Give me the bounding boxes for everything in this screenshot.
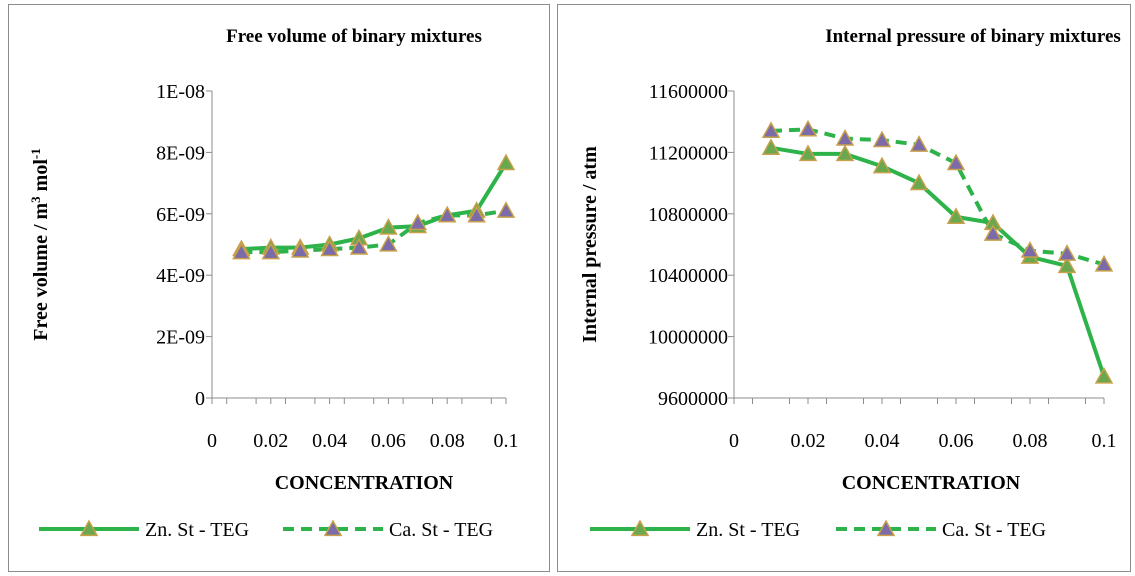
chart-title: Free volume of binary mixtures [226, 26, 482, 47]
y-tick-label: 11600000 [649, 81, 728, 103]
series-2-marker [261, 242, 281, 260]
series-line-1 [241, 162, 508, 252]
x-tick-label: 0.02 [253, 430, 288, 452]
series-1-marker [1057, 256, 1077, 274]
x-tick-label: 0.06 [371, 430, 406, 452]
series-2-marker [290, 241, 310, 258]
legend-marker-2 [323, 519, 343, 537]
y-tick-label: 0 [195, 388, 205, 410]
chart-panel-internal-pressure: Internal pressure of binary mixtures 9600… [557, 4, 1131, 572]
series-2-marker [761, 121, 781, 139]
series-1-marker [909, 173, 929, 191]
series-2-marker [467, 205, 486, 223]
series-2-marker [1094, 254, 1114, 272]
series-1-marker [946, 207, 966, 225]
series-line-2 [770, 127, 1105, 267]
chart-internal-pressure: Internal pressure of binary mixtures 9600… [579, 26, 1121, 541]
y-axis-label-sup1: 3 [28, 196, 43, 203]
series-2-marker [1020, 241, 1040, 258]
x-axis-label: CONCENTRATION [275, 472, 454, 494]
series-line-1 [770, 145, 1106, 378]
x-tick-label: 0 [729, 430, 739, 452]
legend-marker-1 [79, 519, 99, 537]
y-tick-label: 10800000 [648, 204, 728, 226]
legend-marker-1 [630, 519, 650, 537]
series-1-marker [872, 156, 892, 174]
x-tick-label: 0.04 [865, 430, 900, 452]
x-tick-label: 0.1 [494, 430, 519, 452]
x-tick-label: 0.06 [939, 430, 974, 452]
y-tick-label: 10400000 [648, 265, 728, 287]
legend-label-1: Zn. St - TEG [696, 519, 800, 541]
y-tick-label: 6E-09 [156, 204, 205, 226]
series-2-marker [983, 224, 1003, 241]
legend-label-2: Ca. St - TEG [389, 519, 493, 541]
series-2-marker [909, 135, 929, 152]
y-axis-label-base: Free volume / m [30, 202, 52, 340]
series-2-marker [437, 205, 457, 223]
series-2-marker [320, 239, 339, 257]
series-1-marker [835, 144, 855, 162]
x-tick-label: 0.02 [791, 430, 826, 452]
y-axis-label-sup2: -1 [28, 148, 43, 159]
x-tick-label: 0.04 [312, 430, 347, 452]
x-tick-label: 0 [207, 430, 217, 452]
series-line-2 [241, 208, 507, 255]
series-2-marker [798, 119, 818, 137]
chart-free-volume: Free volume of binary mixtures 0 2E-09 4E-0… [28, 26, 519, 541]
y-tick-label: 2E-09 [156, 327, 205, 349]
y-tick-label: 10000000 [648, 327, 728, 349]
series-1-marker [798, 144, 818, 162]
y-tick-label: 8E-09 [156, 142, 205, 164]
y-tick-label: 9600000 [658, 388, 728, 410]
series-2-marker [379, 234, 398, 252]
series-1-marker [761, 138, 781, 155]
series-2-marker [1057, 244, 1077, 261]
series-2-marker [408, 213, 428, 231]
x-tick-label: 0.08 [1013, 430, 1048, 452]
series-2-marker [872, 130, 892, 148]
legend-label-2: Ca. St - TEG [942, 519, 1046, 541]
y-axis-label: Free volume / m3 mol-1 [28, 148, 52, 340]
y-axis-label-mid: mol [30, 159, 52, 197]
legend-marker-2 [876, 519, 896, 537]
legend-label-1: Zn. St - TEG [145, 519, 249, 541]
x-tick-label: 0.1 [1092, 430, 1117, 452]
series-2-marker [232, 242, 251, 260]
series-2-marker [349, 238, 369, 255]
x-tick-label: 0.08 [430, 430, 465, 452]
series-2-marker [946, 153, 966, 171]
y-axis-label: Internal pressure / atm [579, 146, 601, 343]
chart-title: Internal pressure of binary mixtures [825, 26, 1121, 47]
y-tick-label: 4E-09 [156, 265, 205, 287]
series-2-marker [496, 201, 516, 218]
y-tick-label: 1E-08 [156, 81, 205, 103]
series-2-marker [835, 129, 855, 146]
series-1-marker [496, 153, 516, 171]
chart-panel-free-volume: Free volume of binary mixtures 0 2E-09 4E-0… [8, 4, 550, 572]
y-tick-label: 11200000 [649, 142, 728, 164]
x-axis-label: CONCENTRATION [842, 472, 1021, 494]
series-1-marker [1094, 366, 1114, 384]
series-1-marker [379, 218, 398, 235]
